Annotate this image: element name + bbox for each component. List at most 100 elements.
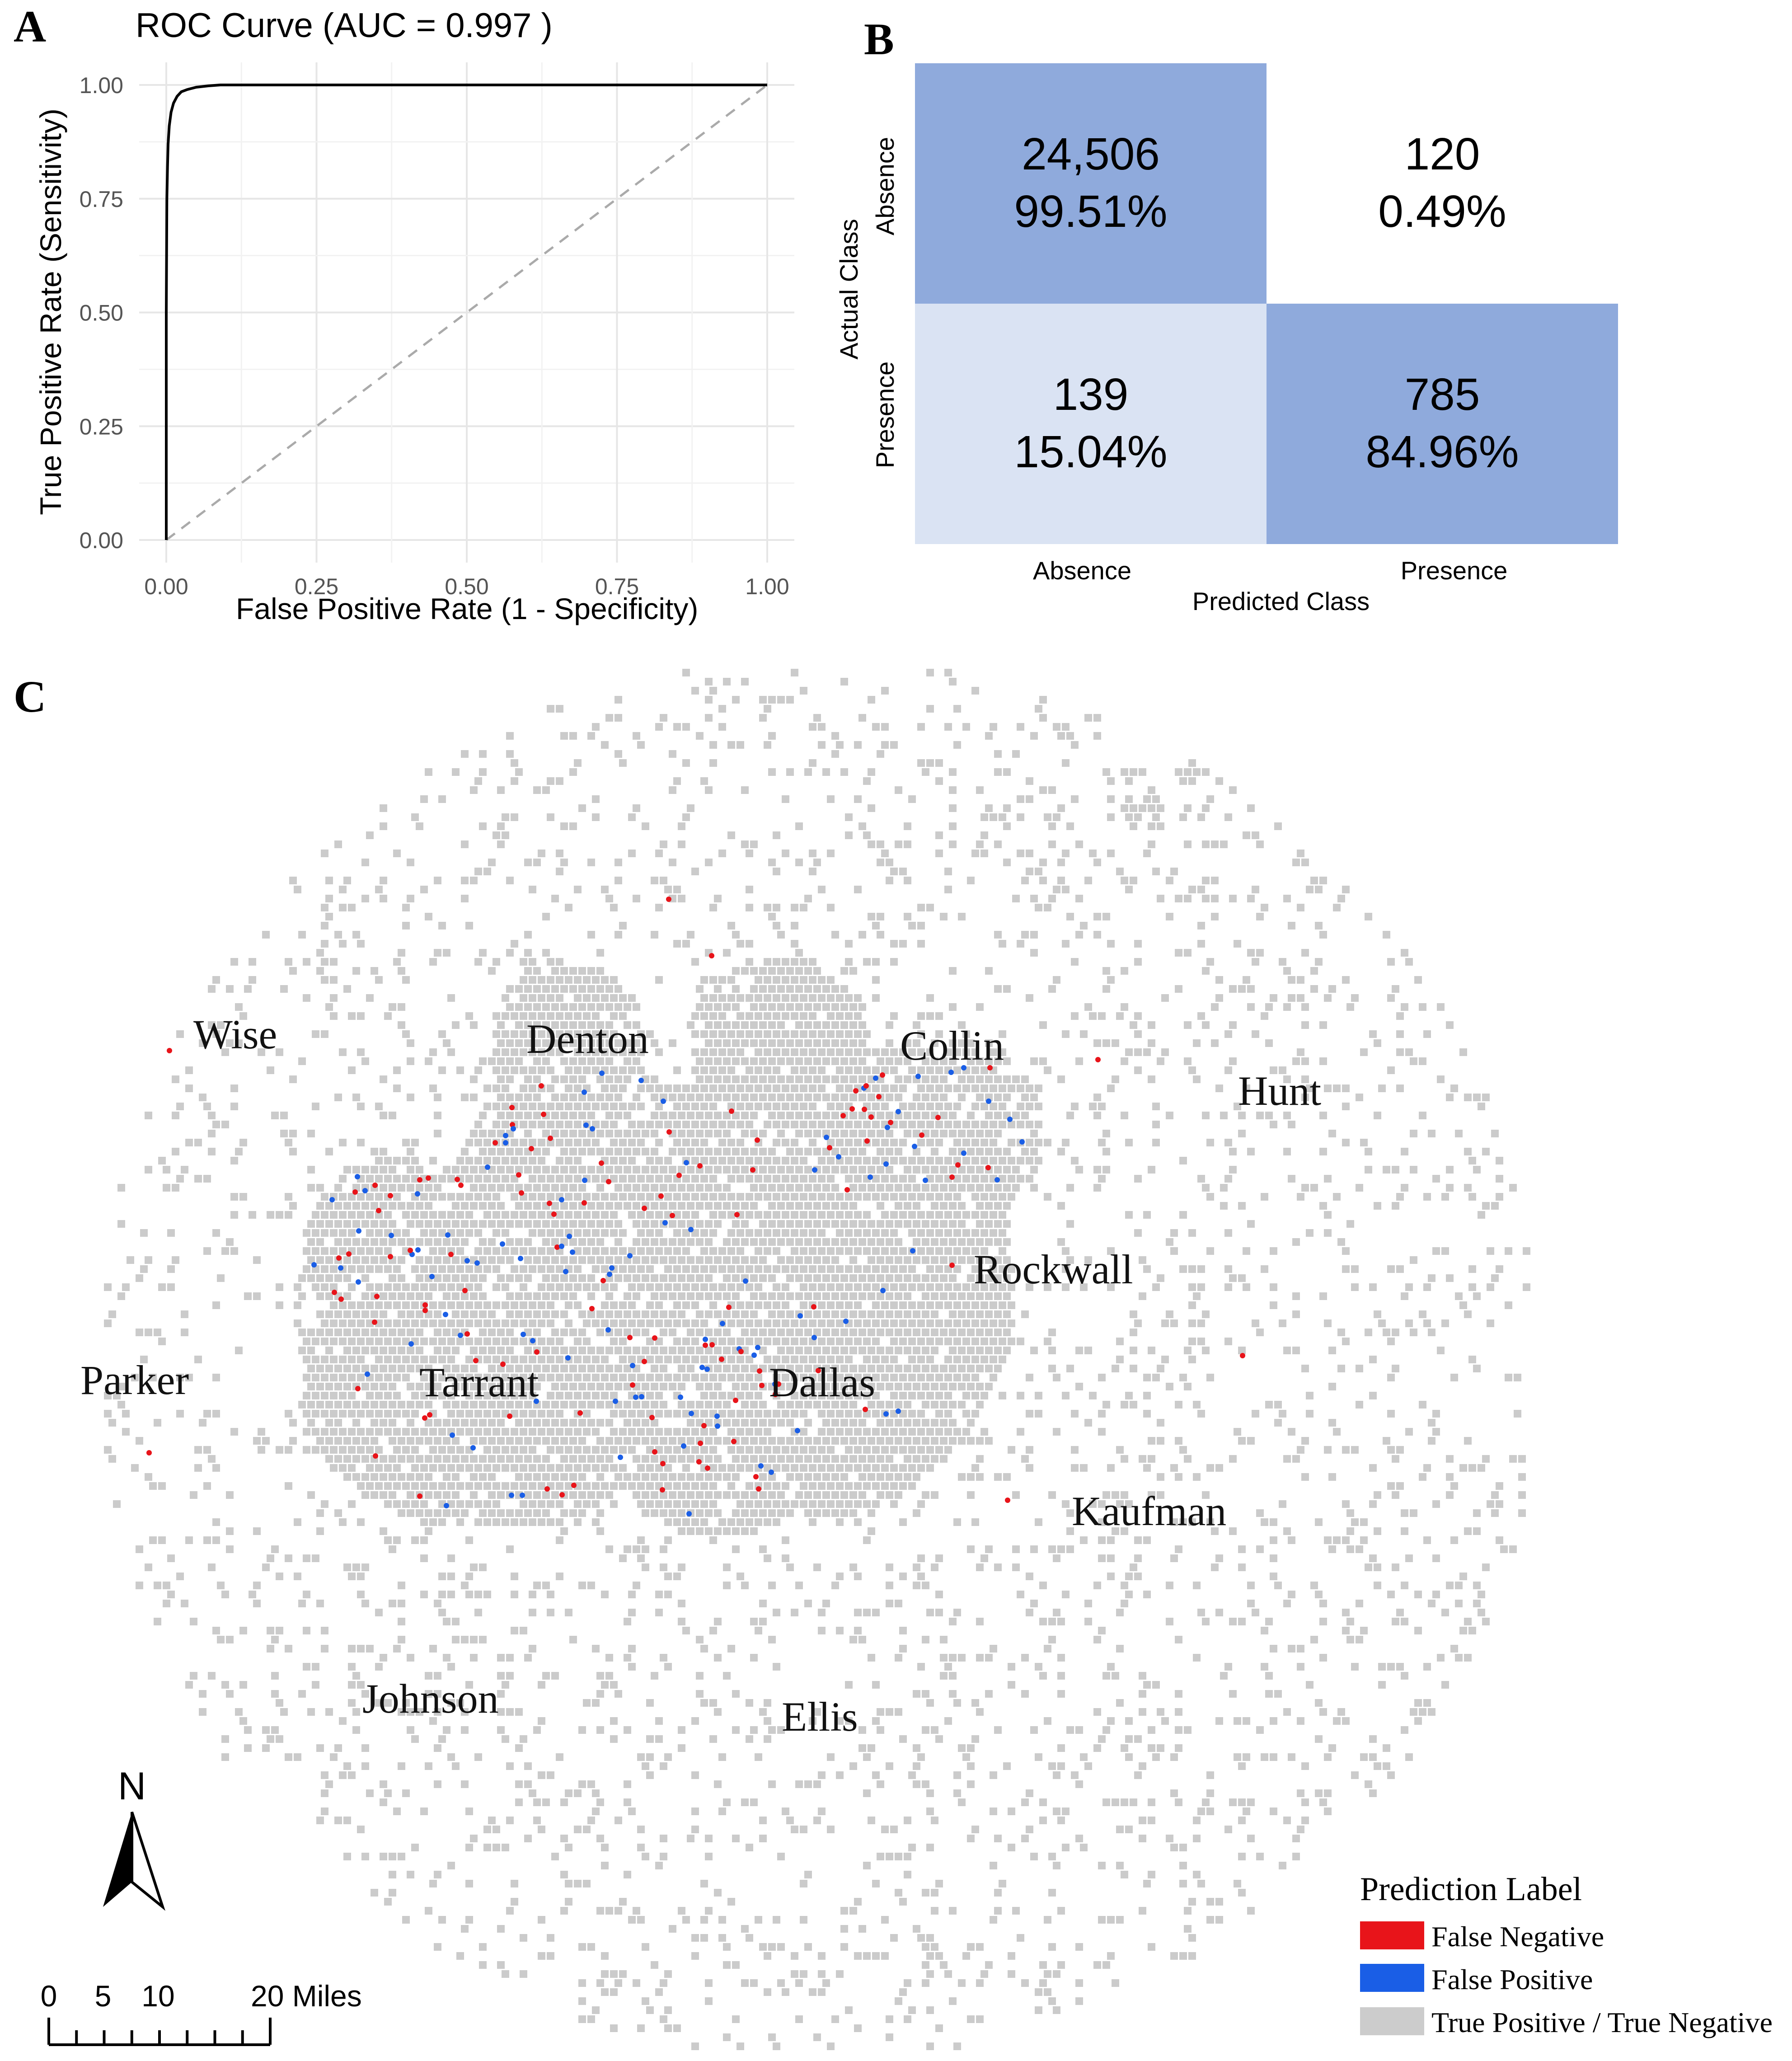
map-cell bbox=[926, 1193, 934, 1201]
map-cell bbox=[1017, 1175, 1024, 1183]
map-cell bbox=[425, 1202, 432, 1210]
map-cell bbox=[596, 1437, 604, 1445]
map-cell bbox=[854, 1410, 862, 1418]
map-cell bbox=[357, 1211, 365, 1219]
map-cell bbox=[587, 1130, 595, 1137]
map-cell bbox=[398, 1238, 405, 1246]
map-cell bbox=[827, 904, 835, 911]
map-cell bbox=[443, 1437, 450, 1445]
map-cell bbox=[822, 768, 830, 776]
map-cell bbox=[560, 1256, 568, 1264]
map-cell bbox=[660, 1437, 667, 1445]
map-cell bbox=[1084, 714, 1092, 722]
map-cell bbox=[280, 985, 288, 993]
map-cell bbox=[524, 1003, 532, 1011]
map-cell bbox=[768, 1094, 776, 1101]
map-cell bbox=[908, 1066, 916, 1074]
map-cell bbox=[493, 1446, 500, 1454]
map-cell bbox=[818, 976, 826, 984]
map-cell bbox=[416, 1347, 423, 1354]
map-cell bbox=[1279, 958, 1286, 966]
map-cell bbox=[836, 1319, 844, 1327]
map-cell bbox=[682, 1247, 690, 1255]
map-cell bbox=[565, 1103, 572, 1110]
map-cell bbox=[348, 1446, 356, 1454]
map-cell bbox=[899, 1410, 907, 1418]
map-cell bbox=[452, 1455, 460, 1463]
map-cell bbox=[393, 1066, 401, 1074]
map-cell bbox=[474, 1319, 482, 1327]
map-cell bbox=[678, 1383, 685, 1390]
map-cell bbox=[538, 1157, 545, 1164]
map-cell bbox=[687, 931, 694, 939]
map-cell bbox=[587, 1057, 595, 1065]
map-cell bbox=[678, 1473, 685, 1481]
map-cell bbox=[831, 1130, 839, 1137]
map-cell bbox=[1346, 1220, 1354, 1228]
map-cell bbox=[831, 1003, 839, 1011]
map-cell bbox=[868, 1310, 875, 1318]
map-cell bbox=[520, 1139, 527, 1146]
map-cell bbox=[1026, 1464, 1033, 1472]
map-cell bbox=[881, 1193, 889, 1201]
map-cell bbox=[434, 1310, 441, 1318]
map-cell bbox=[813, 1220, 821, 1228]
map-cell bbox=[664, 1500, 672, 1508]
map-cell bbox=[533, 967, 541, 975]
map-cell bbox=[1112, 1075, 1119, 1083]
map-cell bbox=[958, 1184, 966, 1192]
map-cell bbox=[922, 1057, 929, 1065]
map-cell bbox=[849, 1365, 857, 1372]
map-cell bbox=[1003, 1148, 1011, 1155]
map-cell bbox=[845, 1012, 853, 1020]
map-cell bbox=[768, 1220, 776, 1228]
map-cell bbox=[1333, 1428, 1341, 1436]
map-cell bbox=[574, 994, 582, 1002]
map-cell bbox=[1256, 840, 1264, 848]
map-cell bbox=[1455, 1292, 1463, 1300]
map-cell bbox=[619, 1301, 627, 1309]
map-cell bbox=[1365, 1329, 1372, 1336]
map-cell bbox=[194, 1356, 202, 1363]
map-cell bbox=[917, 1374, 925, 1381]
map-cell bbox=[953, 1283, 961, 1291]
map-cell bbox=[407, 1365, 414, 1372]
map-cell bbox=[506, 1220, 514, 1228]
map-cell bbox=[375, 886, 383, 893]
map-cell bbox=[1039, 786, 1047, 794]
map-cell bbox=[1017, 850, 1024, 857]
map-cell bbox=[1075, 1347, 1083, 1354]
map-cell bbox=[682, 1482, 690, 1490]
map-cell bbox=[881, 1265, 889, 1273]
map-cell bbox=[1030, 1347, 1038, 1354]
map-cell bbox=[398, 949, 405, 957]
map-cell bbox=[565, 904, 572, 911]
map-cell bbox=[931, 1094, 938, 1101]
map-cell bbox=[696, 732, 704, 740]
map-cell bbox=[1491, 1130, 1499, 1137]
map-cell bbox=[569, 1166, 577, 1174]
map-cell bbox=[637, 1428, 645, 1436]
map-cell bbox=[511, 1139, 518, 1146]
map-cell bbox=[700, 1392, 708, 1399]
map-cell bbox=[678, 1256, 685, 1264]
map-cell bbox=[592, 1428, 600, 1436]
map-cell bbox=[673, 1103, 681, 1110]
map-cell bbox=[104, 1446, 112, 1454]
map-cell bbox=[858, 1437, 866, 1445]
map-cell bbox=[461, 1383, 469, 1390]
map-cell bbox=[813, 1238, 821, 1246]
map-cell bbox=[479, 1310, 487, 1318]
map-cell bbox=[249, 958, 256, 966]
map-cell bbox=[1496, 1482, 1503, 1490]
map-cell bbox=[967, 1148, 975, 1155]
map-cell bbox=[840, 768, 848, 776]
map-cell bbox=[452, 1329, 460, 1336]
map-cell bbox=[307, 1401, 315, 1408]
map-cell bbox=[1152, 813, 1160, 821]
map-cell bbox=[493, 958, 500, 966]
map-cell bbox=[551, 1094, 559, 1101]
map-cell bbox=[1125, 1500, 1133, 1508]
map-cell bbox=[529, 1211, 536, 1219]
map-cell bbox=[732, 1238, 740, 1246]
